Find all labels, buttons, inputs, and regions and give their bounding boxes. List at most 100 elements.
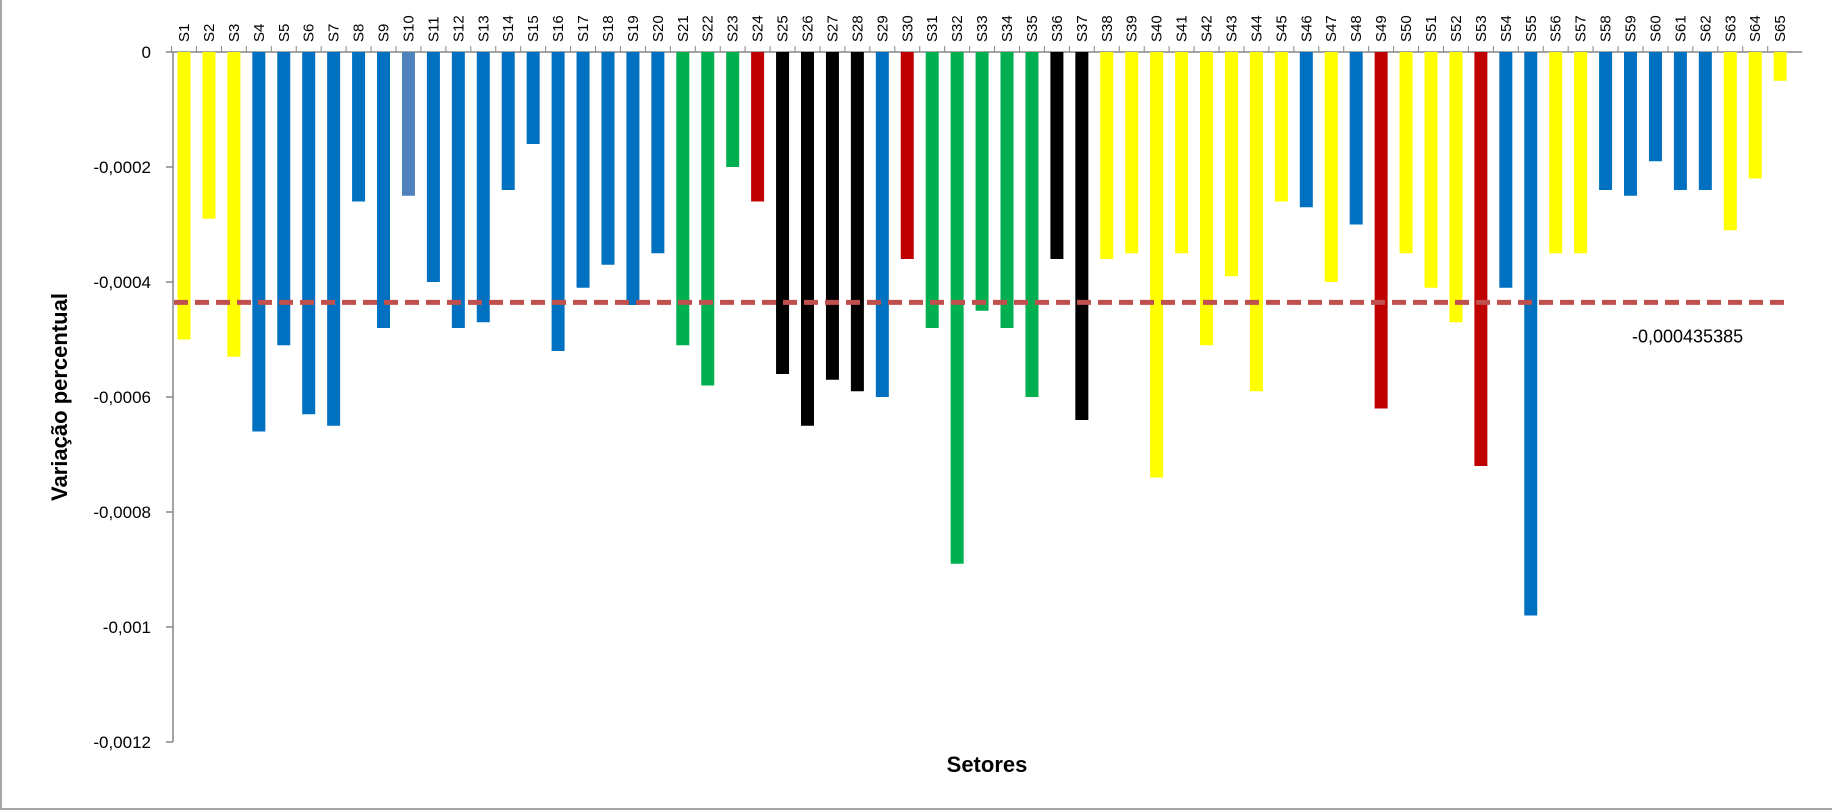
category-label: S5 — [276, 24, 293, 42]
bar-s47 — [1324, 52, 1338, 282]
category-label: S34 — [999, 15, 1016, 42]
category-label: S28 — [849, 15, 866, 42]
category-label: S53 — [1473, 15, 1490, 42]
bar-s27 — [825, 52, 839, 380]
reference-line-label: -0,000435385 — [1632, 326, 1743, 346]
bar-s48 — [1349, 52, 1363, 225]
category-label: S9 — [376, 24, 393, 42]
bar-s58 — [1599, 52, 1613, 190]
category-label: S57 — [1573, 15, 1590, 42]
y-tick-label: -0,0004 — [93, 273, 151, 292]
category-label: S4 — [251, 24, 268, 42]
bar-s33 — [975, 52, 989, 311]
bar-s18 — [601, 52, 615, 265]
bar-s37 — [1075, 52, 1089, 420]
category-label: S58 — [1598, 15, 1615, 42]
bar-s20 — [651, 52, 665, 254]
category-label: S61 — [1672, 15, 1689, 42]
y-tick-label: -0,0006 — [93, 388, 151, 407]
category-label: S26 — [800, 15, 817, 42]
bar-s60 — [1648, 52, 1662, 162]
category-label: S44 — [1248, 15, 1265, 42]
bar-s29 — [875, 52, 889, 397]
x-axis-title: Setores — [947, 752, 1028, 777]
category-label: S10 — [400, 15, 417, 42]
bar-s51 — [1424, 52, 1438, 288]
bar-s10 — [401, 52, 415, 196]
bar-s6 — [302, 52, 316, 415]
bar-s59 — [1624, 52, 1638, 196]
category-label: S42 — [1199, 15, 1216, 42]
bar-s62 — [1698, 52, 1712, 190]
category-label: S63 — [1722, 15, 1739, 42]
bar-s55 — [1524, 52, 1538, 616]
bar-s3 — [227, 52, 241, 357]
bar-s54 — [1499, 52, 1513, 288]
category-label: S45 — [1273, 15, 1290, 42]
bar-s41 — [1175, 52, 1189, 254]
category-label: S15 — [525, 15, 542, 42]
category-label: S23 — [725, 15, 742, 42]
category-label: S41 — [1174, 15, 1191, 42]
category-label: S54 — [1498, 15, 1515, 42]
category-label: S31 — [924, 15, 941, 42]
bar-s52 — [1449, 52, 1463, 323]
bar-s40 — [1150, 52, 1164, 478]
bar-s45 — [1274, 52, 1288, 202]
category-label: S59 — [1623, 15, 1640, 42]
category-label: S13 — [475, 15, 492, 42]
bar-s17 — [576, 52, 590, 288]
bar-s7 — [327, 52, 341, 426]
bar-s38 — [1100, 52, 1114, 259]
category-label: S12 — [450, 15, 467, 42]
category-label: S64 — [1747, 15, 1764, 42]
bar-s46 — [1299, 52, 1313, 208]
category-label: S52 — [1448, 15, 1465, 42]
category-label: S38 — [1099, 15, 1116, 42]
category-label: S16 — [550, 15, 567, 42]
bar-s44 — [1249, 52, 1263, 392]
bar-s15 — [526, 52, 540, 144]
bar-s1 — [177, 52, 191, 340]
bar-s43 — [1224, 52, 1238, 277]
category-label: S43 — [1223, 15, 1240, 42]
bar-s21 — [676, 52, 690, 346]
bar-s57 — [1574, 52, 1588, 254]
bar-s11 — [426, 52, 440, 282]
category-label: S17 — [575, 15, 592, 42]
y-tick-label: -0,0012 — [93, 733, 151, 752]
bar-s65 — [1773, 52, 1787, 81]
category-label: S18 — [600, 15, 617, 42]
bar-s26 — [801, 52, 814, 426]
category-label: S32 — [949, 15, 966, 42]
y-tick-label: -0,0008 — [93, 503, 151, 522]
bar-s12 — [451, 52, 465, 328]
bar-s32 — [950, 52, 964, 564]
bar-s34 — [1000, 52, 1014, 328]
bar-s5 — [277, 52, 291, 346]
category-label: S27 — [824, 15, 841, 42]
category-label: S50 — [1398, 15, 1415, 42]
bar-s30 — [900, 52, 914, 259]
category-label: S47 — [1323, 15, 1340, 42]
category-label: S49 — [1373, 15, 1390, 42]
bar-s24 — [751, 52, 765, 202]
bar-s64 — [1748, 52, 1762, 179]
category-label: S46 — [1298, 15, 1315, 42]
category-label: S37 — [1074, 15, 1091, 42]
bar-s8 — [352, 52, 366, 202]
category-label: S1 — [176, 24, 193, 42]
category-label: S65 — [1772, 15, 1789, 42]
category-label: S56 — [1548, 15, 1565, 42]
bar-s25 — [776, 52, 790, 374]
category-label: S3 — [226, 24, 243, 42]
category-label: S48 — [1348, 15, 1365, 42]
category-label: S11 — [425, 16, 442, 42]
category-label: S51 — [1423, 15, 1440, 42]
bar-s63 — [1723, 52, 1737, 231]
bar-s2 — [202, 52, 216, 219]
bar-s4 — [252, 52, 266, 432]
bars — [177, 52, 1787, 616]
